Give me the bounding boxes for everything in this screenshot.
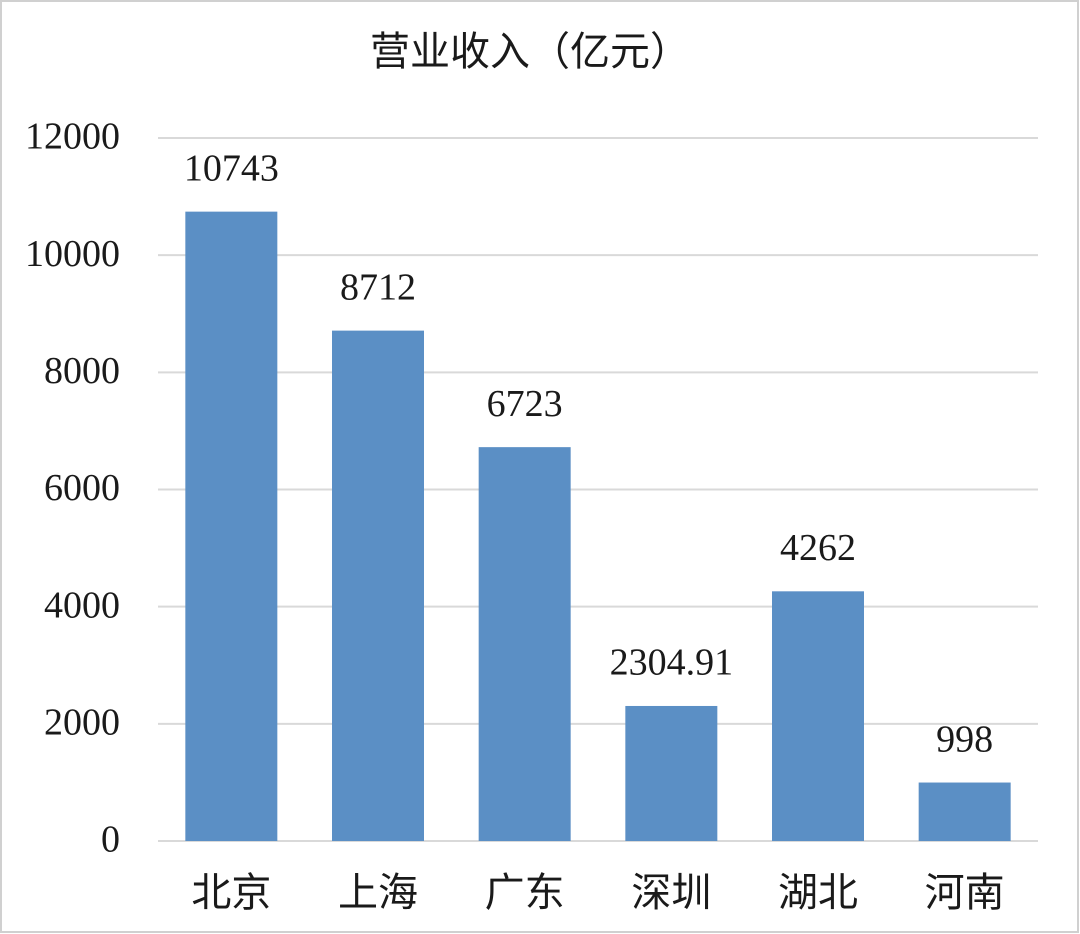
bar xyxy=(918,782,1011,841)
y-tick-label: 0 xyxy=(101,819,120,861)
x-tick-label: 广东 xyxy=(485,870,565,915)
data-label: 4262 xyxy=(780,527,856,569)
data-label: 998 xyxy=(936,718,993,760)
bar xyxy=(332,330,424,841)
bar xyxy=(625,705,718,841)
bar xyxy=(478,447,571,841)
bar xyxy=(772,591,864,841)
data-label: 2304.91 xyxy=(610,642,734,684)
y-tick-label: 2000 xyxy=(44,702,120,744)
chart-title: 营业收入（亿元） xyxy=(370,29,690,74)
x-tick-label: 湖北 xyxy=(778,870,858,915)
data-label: 8712 xyxy=(340,266,416,308)
bar xyxy=(185,211,278,841)
y-tick-label: 10000 xyxy=(25,233,120,275)
y-tick-label: 12000 xyxy=(25,116,120,158)
x-tick-label: 河南 xyxy=(925,870,1005,915)
x-tick-label: 深圳 xyxy=(631,870,711,915)
data-label: 6723 xyxy=(487,383,563,425)
x-tick-label: 上海 xyxy=(338,870,418,915)
y-tick-label: 6000 xyxy=(44,467,120,509)
y-tick-label: 4000 xyxy=(44,584,120,626)
x-tick-label: 北京 xyxy=(191,870,271,915)
y-tick-label: 8000 xyxy=(44,350,120,392)
data-label: 10743 xyxy=(184,147,279,189)
